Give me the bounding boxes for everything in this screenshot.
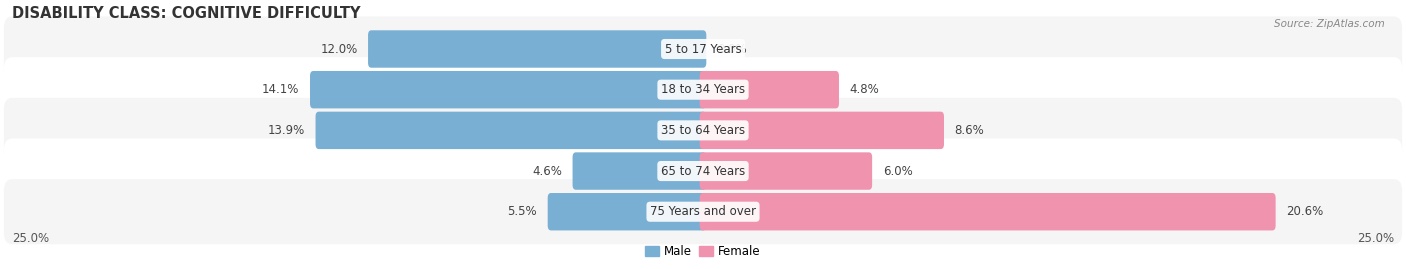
Text: 13.9%: 13.9% xyxy=(267,124,305,137)
FancyBboxPatch shape xyxy=(548,193,706,231)
FancyBboxPatch shape xyxy=(4,98,1402,163)
FancyBboxPatch shape xyxy=(700,193,1275,231)
FancyBboxPatch shape xyxy=(700,71,839,108)
FancyBboxPatch shape xyxy=(368,30,706,68)
Text: 18 to 34 Years: 18 to 34 Years xyxy=(661,83,745,96)
FancyBboxPatch shape xyxy=(4,16,1402,82)
Text: 5 to 17 Years: 5 to 17 Years xyxy=(665,43,741,55)
FancyBboxPatch shape xyxy=(315,112,706,149)
Text: 6.0%: 6.0% xyxy=(883,165,912,178)
Text: DISABILITY CLASS: COGNITIVE DIFFICULTY: DISABILITY CLASS: COGNITIVE DIFFICULTY xyxy=(13,6,360,20)
Text: 25.0%: 25.0% xyxy=(1357,232,1393,245)
Text: 0.0%: 0.0% xyxy=(717,43,747,55)
Text: 20.6%: 20.6% xyxy=(1286,205,1323,218)
FancyBboxPatch shape xyxy=(4,139,1402,204)
Text: 75 Years and over: 75 Years and over xyxy=(650,205,756,218)
FancyBboxPatch shape xyxy=(4,179,1402,244)
Legend: Male, Female: Male, Female xyxy=(641,240,765,263)
Text: 14.1%: 14.1% xyxy=(262,83,299,96)
Text: 4.6%: 4.6% xyxy=(533,165,562,178)
Text: 4.8%: 4.8% xyxy=(849,83,879,96)
Text: 5.5%: 5.5% xyxy=(508,205,537,218)
FancyBboxPatch shape xyxy=(4,57,1402,122)
Text: 8.6%: 8.6% xyxy=(955,124,984,137)
FancyBboxPatch shape xyxy=(572,152,706,190)
FancyBboxPatch shape xyxy=(700,152,872,190)
Text: 65 to 74 Years: 65 to 74 Years xyxy=(661,165,745,178)
FancyBboxPatch shape xyxy=(309,71,706,108)
FancyBboxPatch shape xyxy=(700,112,943,149)
Text: 25.0%: 25.0% xyxy=(13,232,49,245)
Text: 12.0%: 12.0% xyxy=(321,43,357,55)
Text: 35 to 64 Years: 35 to 64 Years xyxy=(661,124,745,137)
Text: Source: ZipAtlas.com: Source: ZipAtlas.com xyxy=(1274,19,1385,29)
